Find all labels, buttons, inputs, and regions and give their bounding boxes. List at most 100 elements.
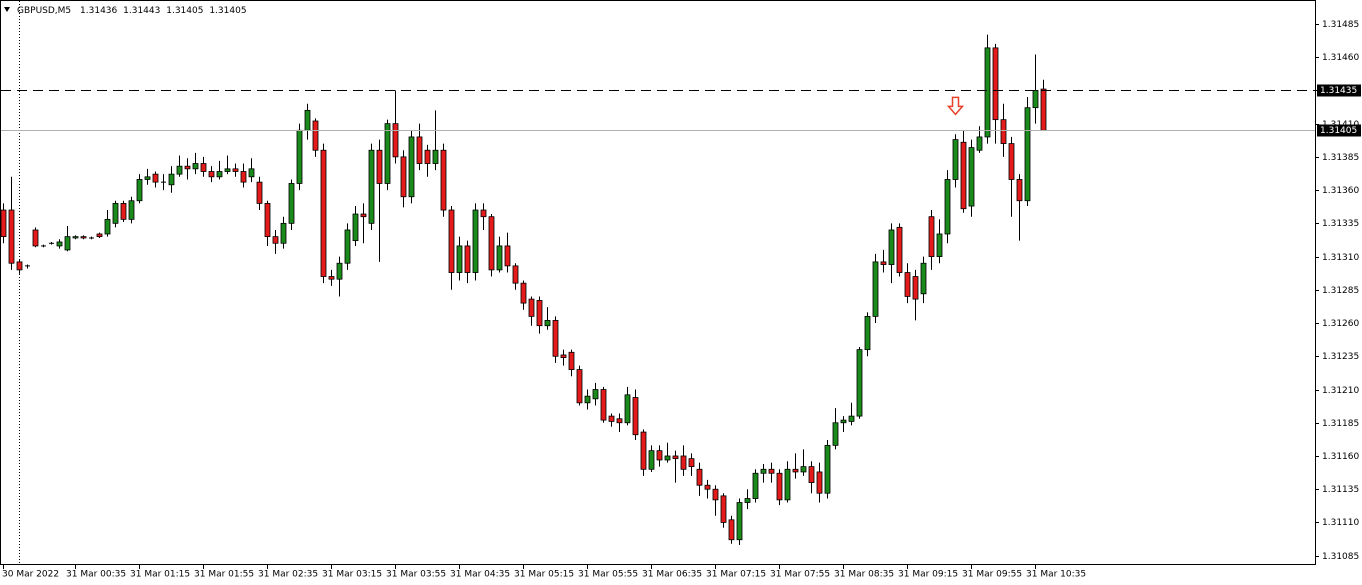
candle-body xyxy=(560,354,567,359)
x-tick-label: 31 Mar 02:35 xyxy=(258,570,318,580)
candle-body xyxy=(528,298,535,317)
candle-body xyxy=(328,276,335,280)
candle-body xyxy=(440,149,447,211)
y-tick-label: 1.31185 xyxy=(1322,419,1359,429)
y-tick-label: 1.31310 xyxy=(1322,253,1359,263)
candle-body xyxy=(664,455,671,461)
x-tick-label: 31 Mar 06:35 xyxy=(642,570,702,580)
candle-body xyxy=(888,229,895,265)
signal-arrow xyxy=(946,96,965,116)
candle-body xyxy=(928,216,935,257)
candle-body xyxy=(264,202,271,238)
candle-body xyxy=(336,262,343,280)
candle-body xyxy=(600,389,607,421)
candle-body xyxy=(816,471,823,494)
candle-body xyxy=(120,202,127,220)
candle-body xyxy=(32,229,39,247)
candle-body xyxy=(912,276,919,300)
candle-body xyxy=(704,484,711,490)
plot-frame xyxy=(0,0,1316,565)
price-level-label: 1.31405 xyxy=(1320,126,1357,136)
y-tick-label: 1.31260 xyxy=(1322,319,1359,329)
header-value: 1.31405 xyxy=(209,6,246,16)
candle-body xyxy=(512,265,519,284)
header-value: 1.31436 xyxy=(80,6,117,16)
candle-body xyxy=(64,236,71,251)
candle-body xyxy=(272,236,279,244)
candle-body xyxy=(320,149,327,277)
candle-body xyxy=(648,450,655,470)
candle-body xyxy=(464,245,471,273)
candle-body xyxy=(952,139,959,180)
x-tick-label: 31 Mar 07:15 xyxy=(706,570,766,580)
candle-body xyxy=(240,171,247,183)
candle-body xyxy=(280,222,287,244)
candle-body xyxy=(104,218,111,235)
candle-body xyxy=(776,472,783,501)
candle-body xyxy=(1040,88,1047,131)
candle-body xyxy=(824,444,831,494)
x-tick-label: 31 Mar 03:15 xyxy=(322,570,382,580)
y-tick-label: 1.31335 xyxy=(1322,219,1359,229)
x-tick-label: 31 Mar 04:35 xyxy=(450,570,510,580)
candle-body xyxy=(224,168,231,172)
candle-body xyxy=(1024,107,1031,202)
y-tick-label: 1.31360 xyxy=(1322,186,1359,196)
candle-body xyxy=(536,300,543,327)
candle-body xyxy=(688,458,695,468)
candle-body xyxy=(736,502,743,541)
candle-body xyxy=(144,176,151,180)
candle-body xyxy=(344,229,351,264)
candle-body xyxy=(472,209,479,273)
price-level-box xyxy=(1317,84,1361,97)
candle-body xyxy=(832,422,839,446)
candle-body xyxy=(128,200,135,220)
candle-body xyxy=(992,47,999,121)
x-tick-label: 31 Mar 00:35 xyxy=(66,570,126,580)
x-tick-label: 31 Mar 10:35 xyxy=(1026,570,1086,580)
candle-body xyxy=(192,163,199,170)
x-tick-label: 31 Mar 05:15 xyxy=(514,570,574,580)
candle-body xyxy=(696,468,703,486)
candle-body xyxy=(232,168,239,172)
candle-body xyxy=(784,468,791,501)
candle-body xyxy=(152,173,159,183)
candle-body xyxy=(136,179,143,202)
candle-body xyxy=(480,209,487,218)
candle-body xyxy=(288,183,295,224)
candle-body xyxy=(672,455,679,460)
symbol: GBPUSD,M5 xyxy=(17,6,71,16)
candle-body xyxy=(0,209,7,238)
candle-body xyxy=(496,245,503,271)
candle-body xyxy=(944,179,951,235)
candle-body xyxy=(368,149,375,224)
candle-body xyxy=(352,213,359,242)
candle-body xyxy=(112,202,119,224)
candle-body xyxy=(360,213,367,218)
candle-body xyxy=(864,315,871,351)
candle-body xyxy=(856,349,863,417)
candle-body xyxy=(248,168,255,178)
candle-body xyxy=(448,209,455,273)
candle-body xyxy=(72,236,79,239)
candle-body xyxy=(552,319,559,357)
candle-body xyxy=(1032,90,1039,109)
x-tick-label: 31 Mar 05:55 xyxy=(578,570,638,580)
x-tick-label: 31 Mar 08:35 xyxy=(834,570,894,580)
candle-body xyxy=(200,163,207,172)
candle-body xyxy=(504,245,511,267)
candle-body xyxy=(896,226,903,273)
candle-body xyxy=(296,129,303,184)
y-tick-label: 1.31385 xyxy=(1322,153,1359,163)
candle-body xyxy=(904,272,911,297)
candle-body xyxy=(720,495,727,523)
x-tick-label: 31 Mar 07:55 xyxy=(770,570,830,580)
y-tick-label: 1.31235 xyxy=(1322,352,1359,362)
candle-body xyxy=(848,415,855,422)
price-level-box xyxy=(1317,124,1361,137)
candle-body xyxy=(1008,143,1015,180)
candle-body xyxy=(792,468,799,473)
candle-body xyxy=(184,165,191,170)
candle-body xyxy=(840,419,847,424)
candle-body xyxy=(8,209,15,264)
